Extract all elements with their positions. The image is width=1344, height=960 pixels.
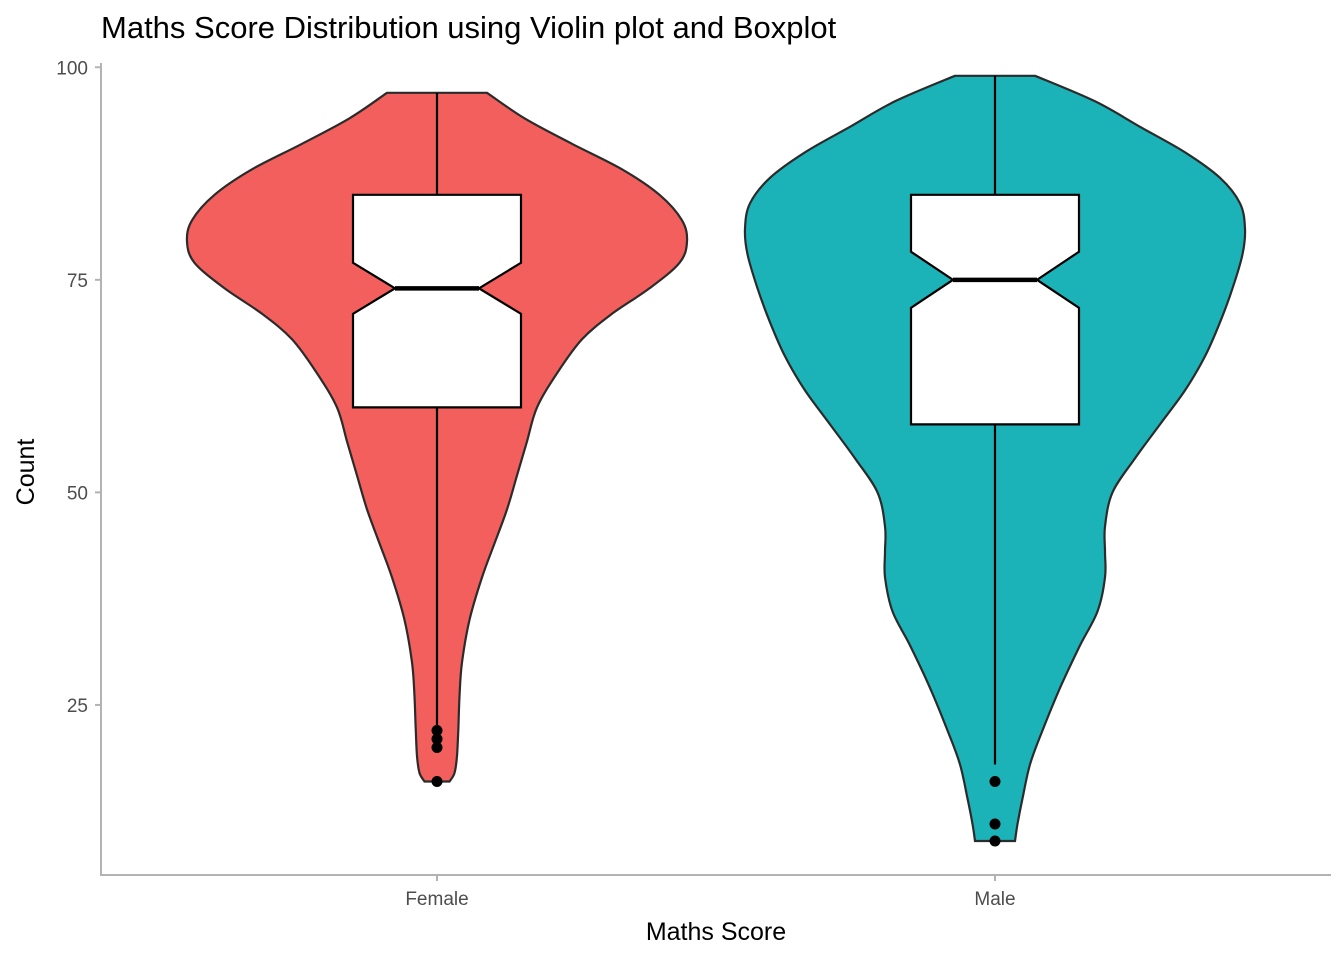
outlier-point	[431, 741, 443, 753]
notched-box	[909, 193, 1081, 426]
notched-box	[351, 193, 523, 409]
x-axis-title: Maths Score	[646, 918, 786, 946]
outlier-point	[989, 775, 1001, 787]
outlier-point	[431, 733, 443, 745]
outlier-point	[989, 835, 1001, 847]
y-tick-label: 25	[67, 696, 88, 717]
outlier-point	[989, 818, 1001, 830]
outlier-point	[431, 775, 443, 787]
y-tick-label: 50	[67, 483, 88, 504]
plot-area: 25 50 75 100 Female Male	[56, 58, 1247, 910]
x-tick-label: Male	[974, 889, 1015, 910]
violin-group-male	[743, 74, 1247, 847]
y-tick-label: 75	[67, 271, 88, 292]
y-tick-label: 100	[56, 58, 88, 79]
violin-group-female	[185, 91, 689, 787]
outlier-point	[431, 724, 443, 736]
x-tick-label: Female	[405, 889, 468, 910]
chart-title: Maths Score Distribution using Violin pl…	[101, 10, 837, 45]
y-axis-title: Count	[12, 439, 40, 506]
